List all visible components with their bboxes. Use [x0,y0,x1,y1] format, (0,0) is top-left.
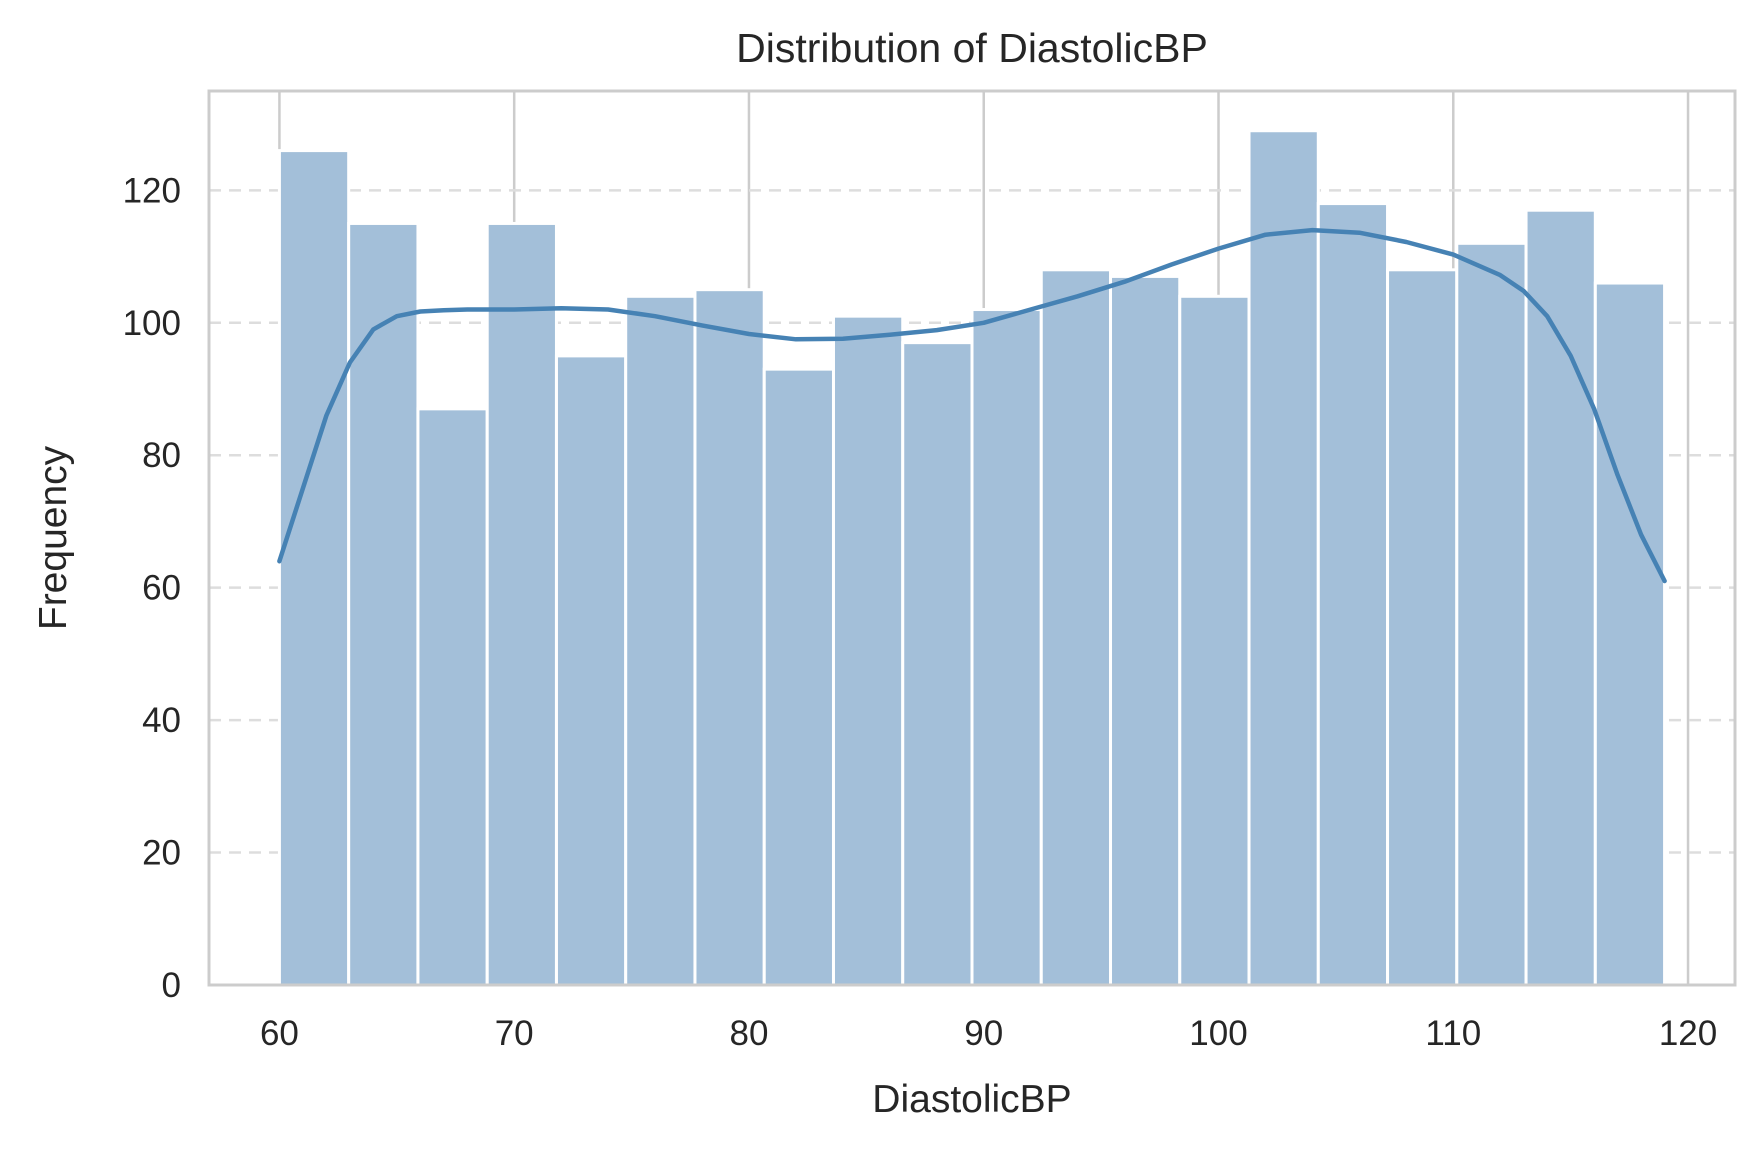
y-tick-labels: 0 20 40 60 80 100 120 [123,171,181,1005]
histogram-bar [970,308,1043,987]
x-tick-label: 60 [260,1014,299,1053]
histogram-bars [277,129,1667,987]
kde-curve [277,227,1667,584]
histogram-bar [277,149,351,987]
x-tick-label: 110 [1425,1014,1481,1053]
histogram-bar [1593,281,1667,987]
x-tick-labels: 60 70 80 90 100 110 120 [260,1014,1717,1053]
x-tick-label: 90 [964,1014,1003,1053]
histogram-bar [762,367,835,987]
x-tick-label: 120 [1659,1014,1717,1053]
histogram-bar [1247,129,1320,987]
histogram-bar [1039,268,1113,987]
chart-title: Distribution of DiastolicBP [736,25,1208,71]
histogram-bar [554,354,628,987]
y-tick-label: 80 [142,436,181,475]
histogram-bar [347,221,420,987]
histogram-bar [485,221,558,987]
x-tick-label: 100 [1189,1014,1247,1053]
histogram-bar [831,314,905,987]
y-tick-label: 100 [123,304,181,343]
x-tick-label: 70 [495,1014,534,1053]
histogram-bar [1316,202,1390,987]
histogram-bar [1455,241,1528,987]
y-axis-label: Frequency [32,445,75,630]
histogram-bar [1178,294,1251,987]
histogram-bar [1524,208,1597,987]
histogram-bar [624,294,697,987]
histogram-bar [416,407,489,987]
y-tick-label: 40 [142,701,181,740]
histogram-bar [1109,274,1182,987]
histogram-bar [1386,268,1459,987]
plot-frame [207,89,1737,987]
y-tick-label: 120 [123,171,181,210]
y-tick-label: 20 [142,834,181,873]
histogram-bar [693,288,766,987]
y-tick-label: 60 [142,569,181,608]
histogram-bar [901,341,974,987]
y-tick-label: 0 [162,966,181,1005]
x-axis-label: DiastolicBP [872,1078,1071,1121]
x-tick-label: 80 [730,1014,769,1053]
